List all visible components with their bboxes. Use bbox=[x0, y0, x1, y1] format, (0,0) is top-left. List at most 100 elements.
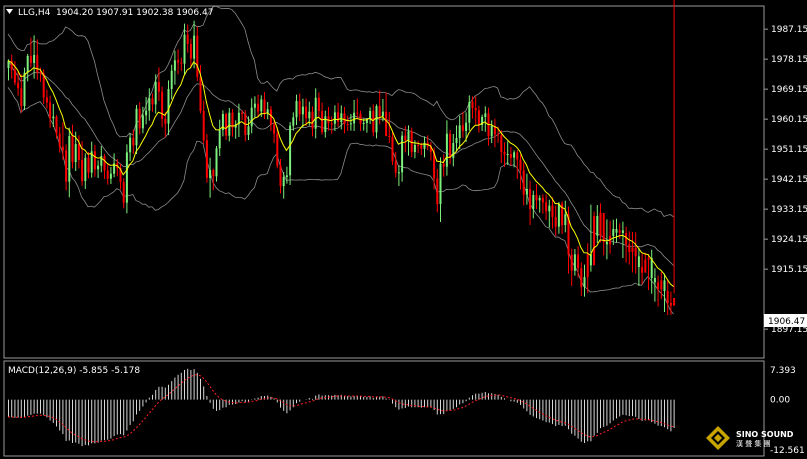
candle-body bbox=[189, 44, 192, 59]
candle-body bbox=[541, 198, 544, 203]
price-tick-label: 1942.15 bbox=[771, 175, 807, 185]
macd-signal-line bbox=[8, 374, 674, 443]
candle-body bbox=[161, 91, 164, 119]
candle-body bbox=[193, 35, 196, 59]
candle-body bbox=[93, 151, 96, 170]
candle-body bbox=[461, 125, 464, 131]
candle-body bbox=[369, 111, 372, 119]
candle-body bbox=[109, 173, 112, 179]
macd-tick-label: 0.00 bbox=[770, 396, 790, 406]
candle-body bbox=[404, 135, 407, 141]
watermark-brand: SINO SOUND bbox=[736, 430, 794, 439]
price-tick-label: 1924.15 bbox=[771, 235, 807, 245]
candle-body bbox=[644, 259, 647, 273]
candle-body bbox=[564, 214, 567, 225]
candle-body bbox=[177, 60, 180, 63]
candle-body bbox=[225, 114, 228, 136]
candle-body bbox=[410, 131, 413, 152]
candle-body bbox=[545, 202, 548, 212]
candle-body bbox=[10, 60, 13, 70]
candle-body bbox=[276, 133, 279, 166]
candle-body bbox=[471, 102, 474, 108]
macd-panel[interactable]: 7.393 0.00 -12.561 MACD(12,26,9) -5.855 -5… bbox=[3, 360, 805, 457]
candle-body bbox=[359, 113, 362, 124]
candle-body bbox=[500, 135, 503, 152]
candle-body bbox=[449, 133, 452, 158]
candle-body bbox=[55, 116, 58, 134]
candle-body bbox=[525, 189, 528, 195]
candle-body bbox=[349, 123, 352, 125]
candle-body bbox=[145, 110, 148, 116]
candle-body bbox=[436, 178, 439, 204]
candle-body bbox=[401, 135, 404, 173]
candle-body bbox=[417, 145, 420, 146]
candle-body bbox=[49, 102, 52, 119]
candle-body bbox=[129, 137, 132, 153]
candle-body bbox=[669, 303, 672, 306]
candle-body bbox=[23, 72, 26, 106]
candle-body bbox=[557, 203, 560, 227]
candle-body bbox=[506, 154, 509, 155]
candle-body bbox=[247, 126, 250, 135]
candle-body bbox=[362, 123, 365, 124]
candle-body bbox=[356, 112, 359, 114]
candle-body bbox=[292, 117, 295, 126]
price-tick-label: 1969.15 bbox=[771, 85, 807, 95]
candle-body bbox=[180, 62, 183, 64]
ma-line bbox=[7, 60, 674, 287]
candle-body bbox=[589, 254, 592, 266]
candle-body bbox=[666, 291, 669, 303]
candle-body bbox=[538, 198, 541, 201]
candle-body bbox=[503, 152, 506, 155]
candle-body bbox=[353, 112, 356, 124]
candle-body bbox=[164, 119, 167, 124]
candle-body bbox=[612, 229, 615, 236]
candle-body bbox=[58, 133, 61, 147]
candle-body bbox=[413, 145, 416, 152]
candle-body bbox=[445, 133, 448, 167]
current-price-tag: 1906.47 bbox=[764, 314, 807, 327]
candle-body bbox=[231, 112, 234, 128]
macd-histogram bbox=[8, 368, 675, 447]
candle-body bbox=[509, 154, 512, 158]
candle-body bbox=[125, 152, 128, 203]
candle-body bbox=[593, 216, 596, 266]
price-panel[interactable]: 1987.15 1978.15 1969.15 1960.15 1951.15 1942.… bbox=[3, 0, 807, 359]
candle-body bbox=[157, 82, 160, 92]
candle-body bbox=[605, 242, 608, 245]
candle-body bbox=[602, 213, 605, 242]
price-tick-label: 1960.15 bbox=[771, 115, 807, 125]
candle-body bbox=[199, 76, 202, 111]
candle-body bbox=[321, 111, 324, 132]
candle-body bbox=[570, 254, 573, 271]
watermark-logo: SINO SOUND 漢 聲 集 團 bbox=[706, 426, 794, 450]
candle-body bbox=[234, 124, 237, 128]
candle-body bbox=[173, 60, 176, 71]
candle-body bbox=[621, 230, 624, 233]
candle-body bbox=[618, 230, 621, 233]
watermark-subtitle: 漢 聲 集 團 bbox=[736, 439, 771, 448]
candle-body bbox=[311, 111, 314, 129]
candle-body bbox=[637, 256, 640, 267]
macd-tick-label: -12.561 bbox=[770, 446, 805, 456]
candle-body bbox=[490, 126, 493, 137]
candle-body bbox=[36, 55, 39, 73]
candle-body bbox=[513, 152, 516, 158]
moving-average bbox=[7, 60, 674, 287]
candle-body bbox=[583, 277, 586, 287]
candle-body bbox=[282, 177, 285, 186]
macd-label: MACD(12,26,9) -5.855 -5.178 bbox=[8, 366, 140, 376]
candle-body bbox=[378, 106, 381, 117]
candle-body bbox=[375, 106, 378, 133]
candle-body bbox=[365, 119, 368, 123]
candle-body bbox=[113, 163, 116, 174]
candle-body bbox=[151, 98, 154, 105]
candle-body bbox=[647, 258, 650, 260]
candle-body bbox=[314, 97, 317, 129]
price-tick-label: 1951.15 bbox=[771, 145, 807, 155]
candle-body bbox=[641, 267, 644, 273]
triangle-down-icon[interactable] bbox=[6, 9, 13, 14]
candle-body bbox=[221, 114, 224, 130]
candle-body bbox=[119, 168, 122, 182]
